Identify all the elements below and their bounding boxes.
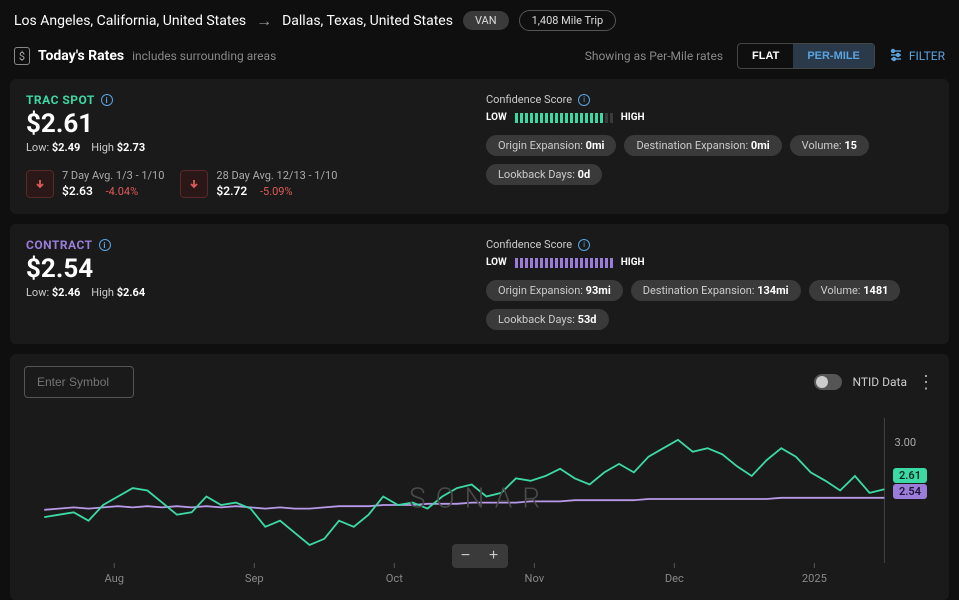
confidence-bar: LOW HIGH [486,112,933,123]
avg-7day: 7 Day Avg. 1/3 - 1/10 $2.63 -4.04% [26,168,164,200]
contract-range: Low: $2.46 High $2.64 [26,286,466,299]
info-icon[interactable]: i [101,94,113,106]
page-title: Today's Rates [38,48,124,64]
info-icon[interactable]: i [99,239,111,251]
chip-dest-exp: Destination Expansion: 0mi [624,135,781,156]
contract-title: CONTRACT i [26,238,466,252]
confidence-label: Confidence Score i [486,93,933,106]
page-subtitle: includes surrounding areas [132,49,276,63]
chip-lookback: Lookback Days: 0d [486,164,602,185]
contract-price: $2.54 [26,254,466,284]
info-icon[interactable]: i [578,94,590,106]
confidence-label: Confidence Score i [486,238,933,251]
ntid-label: NTID Data [852,375,907,389]
sliders-icon [889,48,903,65]
dollar-icon: $ [14,47,30,65]
svg-text:Nov: Nov [525,572,545,585]
trac-spot-title: TRAC SPOT i [26,93,466,107]
chart-area[interactable]: 3.00AugSepOctNovDec2025 SONAR 2.61 2.54 … [24,408,935,588]
trac-spot-range: Low: $2.49 High $2.73 [26,141,466,154]
info-icon[interactable]: i [578,239,590,251]
svg-text:Oct: Oct [386,572,403,585]
trac-spot-price-tag: 2.61 [893,468,927,483]
chip-origin-exp: Origin Expansion: 93mi [486,280,623,301]
distance-pill: 1,408 Mile Trip [519,10,617,31]
contract-price-tag: 2.54 [893,484,927,499]
chip-volume: Volume: 1481 [809,280,901,301]
arrow-right-icon: → [256,11,272,31]
showing-as-label: Showing as Per-Mile rates [585,49,723,63]
svg-text:Aug: Aug [104,572,124,585]
chips-row: Origin Expansion: 0mi Destination Expans… [486,135,933,185]
zoom-in-button[interactable]: + [480,544,508,568]
svg-text:Sep: Sep [245,572,264,585]
trac-spot-price: $2.61 [26,109,466,139]
avg-28day: 28 Day Avg. 12/13 - 1/10 $2.72 -5.09% [180,168,337,200]
svg-text:3.00: 3.00 [895,436,917,449]
filter-button[interactable]: FILTER [889,48,945,65]
chart-card: NTID Data ⋮ 3.00AugSepOctNovDec2025 SONA… [10,354,949,600]
trac-spot-card: TRAC SPOT i $2.61 Low: $2.49 High $2.73 … [10,79,949,214]
chip-volume: Volume: 15 [790,135,869,156]
chip-lookback: Lookback Days: 53d [486,309,609,330]
chip-origin-exp: Origin Expansion: 0mi [486,135,616,156]
symbol-input[interactable] [24,366,134,398]
zoom-controls: − + [452,544,508,568]
toggle-permile[interactable]: PER-MILE [793,44,874,68]
zoom-out-button[interactable]: − [452,544,480,568]
subheader: $ Today's Rates includes surrounding are… [0,37,959,79]
route-header: Los Angeles, California, United States →… [0,0,959,37]
route-destination: Dallas, Texas, United States [282,13,453,29]
rate-unit-toggle: FLAT PER-MILE [737,43,875,69]
kebab-icon[interactable]: ⋮ [917,372,935,393]
confidence-bar: LOW HIGH [486,257,933,268]
route-origin: Los Angeles, California, United States [14,13,246,29]
arrow-down-icon [180,170,208,198]
svg-text:2025: 2025 [802,572,827,585]
chip-dest-exp: Destination Expansion: 134mi [631,280,801,301]
contract-card: CONTRACT i $2.54 Low: $2.46 High $2.64 C… [10,224,949,344]
equipment-pill: VAN [463,11,509,30]
toggle-flat[interactable]: FLAT [738,44,793,68]
ntid-switch[interactable] [814,374,842,390]
svg-text:Dec: Dec [665,572,684,585]
arrow-down-icon [26,170,54,198]
chips-row: Origin Expansion: 93mi Destination Expan… [486,280,933,330]
